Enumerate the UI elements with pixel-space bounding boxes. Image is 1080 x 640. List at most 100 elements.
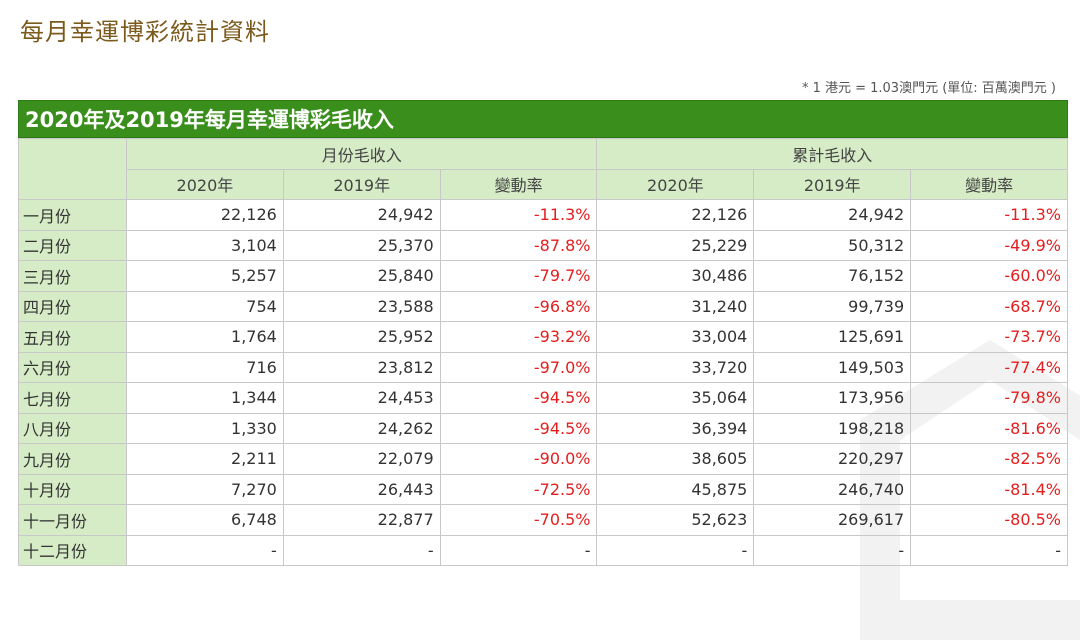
month-cell: 五月份 — [18, 321, 127, 353]
monthly-2020-cell: 1,344 — [126, 382, 284, 414]
monthly-2019-header: 2019年 — [282, 168, 441, 200]
cumulative-2020-cell: 30,486 — [596, 260, 755, 292]
monthly-2020-cell: 2,211 — [126, 443, 284, 475]
month-cell: 六月份 — [18, 351, 127, 383]
cumulative-change-cell: - — [910, 534, 1068, 566]
monthly-2020-cell: - — [126, 534, 284, 566]
cumulative-2020-cell: 52,623 — [596, 504, 755, 536]
monthly-change-cell: -94.5% — [439, 382, 598, 414]
cumulative-2020-cell: 22,126 — [596, 199, 755, 231]
cumulative-change-cell: -73.7% — [910, 321, 1068, 353]
cumulative-change-cell: -81.4% — [910, 473, 1068, 505]
table-row: 十一月份 6,748 22,877 -70.5% 52,623 269,617 -80.5% — [18, 504, 1068, 536]
month-cell: 十二月份 — [18, 534, 127, 566]
table-row: 七月份 1,344 24,453 -94.5% 35,064 173,956 -79.8% — [18, 382, 1068, 414]
monthly-2020-cell: 1,330 — [126, 412, 284, 444]
cumulative-change-cell: -11.3% — [910, 199, 1068, 231]
cumulative-change-cell: -68.7% — [910, 290, 1068, 322]
month-cell: 九月份 — [18, 443, 127, 475]
cumulative-change-cell: -60.0% — [910, 260, 1068, 292]
monthly-2020-header: 2020年 — [126, 168, 284, 200]
monthly-2019-cell: 25,840 — [282, 260, 441, 292]
cumulative-2019-cell: 76,152 — [753, 260, 912, 292]
cumulative-2020-cell: 33,720 — [596, 351, 755, 383]
gaming-revenue-table-container: 2020年及2019年每月幸運博彩毛收入 月份毛收入 累計毛收入 2020年 2… — [18, 100, 1068, 566]
monthly-2019-cell: 24,942 — [282, 199, 441, 231]
table-row: 十二月份 - - - - - - — [18, 534, 1068, 566]
cumulative-change-cell: -81.6% — [910, 412, 1068, 444]
table-row: 九月份 2,211 22,079 -90.0% 38,605 220,297 -82.5% — [18, 443, 1068, 475]
cumulative-2019-cell: - — [753, 534, 912, 566]
monthly-change-cell: -79.7% — [439, 260, 598, 292]
cumulative-2019-header: 2019年 — [753, 168, 912, 200]
monthly-change-cell: -90.0% — [439, 443, 598, 475]
month-cell: 二月份 — [18, 229, 127, 261]
month-cell: 八月份 — [18, 412, 127, 444]
table-row: 六月份 716 23,812 -97.0% 33,720 149,503 -77.4% — [18, 351, 1068, 383]
month-cell: 一月份 — [18, 199, 127, 231]
month-cell: 七月份 — [18, 382, 127, 414]
monthly-change-cell: -96.8% — [439, 290, 598, 322]
table-row: 一月份 22,126 24,942 -11.3% 22,126 24,942 -11.3% — [18, 199, 1068, 231]
cumulative-2020-cell: - — [596, 534, 755, 566]
table-row: 四月份 754 23,588 -96.8% 31,240 99,739 -68.7% — [18, 290, 1068, 322]
cumulative-2020-cell: 38,605 — [596, 443, 755, 475]
monthly-change-cell: -87.8% — [439, 229, 598, 261]
monthly-2019-cell: 23,812 — [282, 351, 441, 383]
table-row: 三月份 5,257 25,840 -79.7% 30,486 76,152 -60.0% — [18, 260, 1068, 292]
monthly-2019-cell: 22,877 — [282, 504, 441, 536]
cumulative-change-header: 變動率 — [910, 168, 1068, 200]
month-header-cell — [18, 138, 127, 200]
monthly-2020-cell: 5,257 — [126, 260, 284, 292]
monthly-2020-cell: 6,748 — [126, 504, 284, 536]
table-row: 二月份 3,104 25,370 -87.8% 25,229 50,312 -49.9% — [18, 229, 1068, 261]
monthly-2019-cell: - — [282, 534, 441, 566]
monthly-change-cell: -11.3% — [439, 199, 598, 231]
cumulative-2019-cell: 50,312 — [753, 229, 912, 261]
monthly-change-cell: - — [439, 534, 598, 566]
monthly-2020-cell: 22,126 — [126, 199, 284, 231]
monthly-change-cell: -97.0% — [439, 351, 598, 383]
monthly-revenue-header: 月份毛收入 — [125, 138, 598, 170]
monthly-2019-cell: 22,079 — [282, 443, 441, 475]
page-title: 每月幸運博彩統計資料 — [20, 18, 270, 46]
table-row: 五月份 1,764 25,952 -93.2% 33,004 125,691 -73.7% — [18, 321, 1068, 353]
monthly-2019-cell: 23,588 — [282, 290, 441, 322]
cumulative-2019-cell: 125,691 — [753, 321, 912, 353]
monthly-2019-cell: 24,262 — [282, 412, 441, 444]
monthly-2020-cell: 1,764 — [126, 321, 284, 353]
table-body: 一月份 22,126 24,942 -11.3% 22,126 24,942 -11.3% 二… — [18, 199, 1068, 566]
cumulative-2020-cell: 35,064 — [596, 382, 755, 414]
month-cell: 十一月份 — [18, 504, 127, 536]
cumulative-2020-cell: 36,394 — [596, 412, 755, 444]
monthly-2019-cell: 25,370 — [282, 229, 441, 261]
cumulative-2019-cell: 99,739 — [753, 290, 912, 322]
cumulative-2019-cell: 246,740 — [753, 473, 912, 505]
monthly-2019-cell: 25,952 — [282, 321, 441, 353]
cumulative-revenue-header: 累計毛收入 — [596, 138, 1068, 170]
monthly-2020-cell: 716 — [126, 351, 284, 383]
monthly-2020-cell: 7,270 — [126, 473, 284, 505]
cumulative-2020-cell: 45,875 — [596, 473, 755, 505]
monthly-2019-cell: 26,443 — [282, 473, 441, 505]
monthly-change-cell: -93.2% — [439, 321, 598, 353]
gaming-revenue-table: 月份毛收入 累計毛收入 2020年 2019年 變動率 2020年 2019年 … — [18, 138, 1068, 566]
column-header-row: 2020年 2019年 變動率 2020年 2019年 變動率 — [19, 168, 1068, 200]
monthly-change-cell: -70.5% — [439, 504, 598, 536]
cumulative-2019-cell: 269,617 — [753, 504, 912, 536]
monthly-change-cell: -94.5% — [439, 412, 598, 444]
cumulative-change-cell: -80.5% — [910, 504, 1068, 536]
cumulative-2020-header: 2020年 — [596, 168, 755, 200]
cumulative-change-cell: -77.4% — [910, 351, 1068, 383]
monthly-2020-cell: 754 — [126, 290, 284, 322]
cumulative-2019-cell: 24,942 — [753, 199, 912, 231]
monthly-change-header: 變動率 — [439, 168, 598, 200]
cumulative-change-cell: -82.5% — [910, 443, 1068, 475]
cumulative-2020-cell: 33,004 — [596, 321, 755, 353]
cumulative-2019-cell: 198,218 — [753, 412, 912, 444]
month-cell: 三月份 — [18, 260, 127, 292]
cumulative-2019-cell: 149,503 — [753, 351, 912, 383]
cumulative-2019-cell: 173,956 — [753, 382, 912, 414]
monthly-change-cell: -72.5% — [439, 473, 598, 505]
group-header-row: 月份毛收入 累計毛收入 — [18, 138, 1068, 200]
